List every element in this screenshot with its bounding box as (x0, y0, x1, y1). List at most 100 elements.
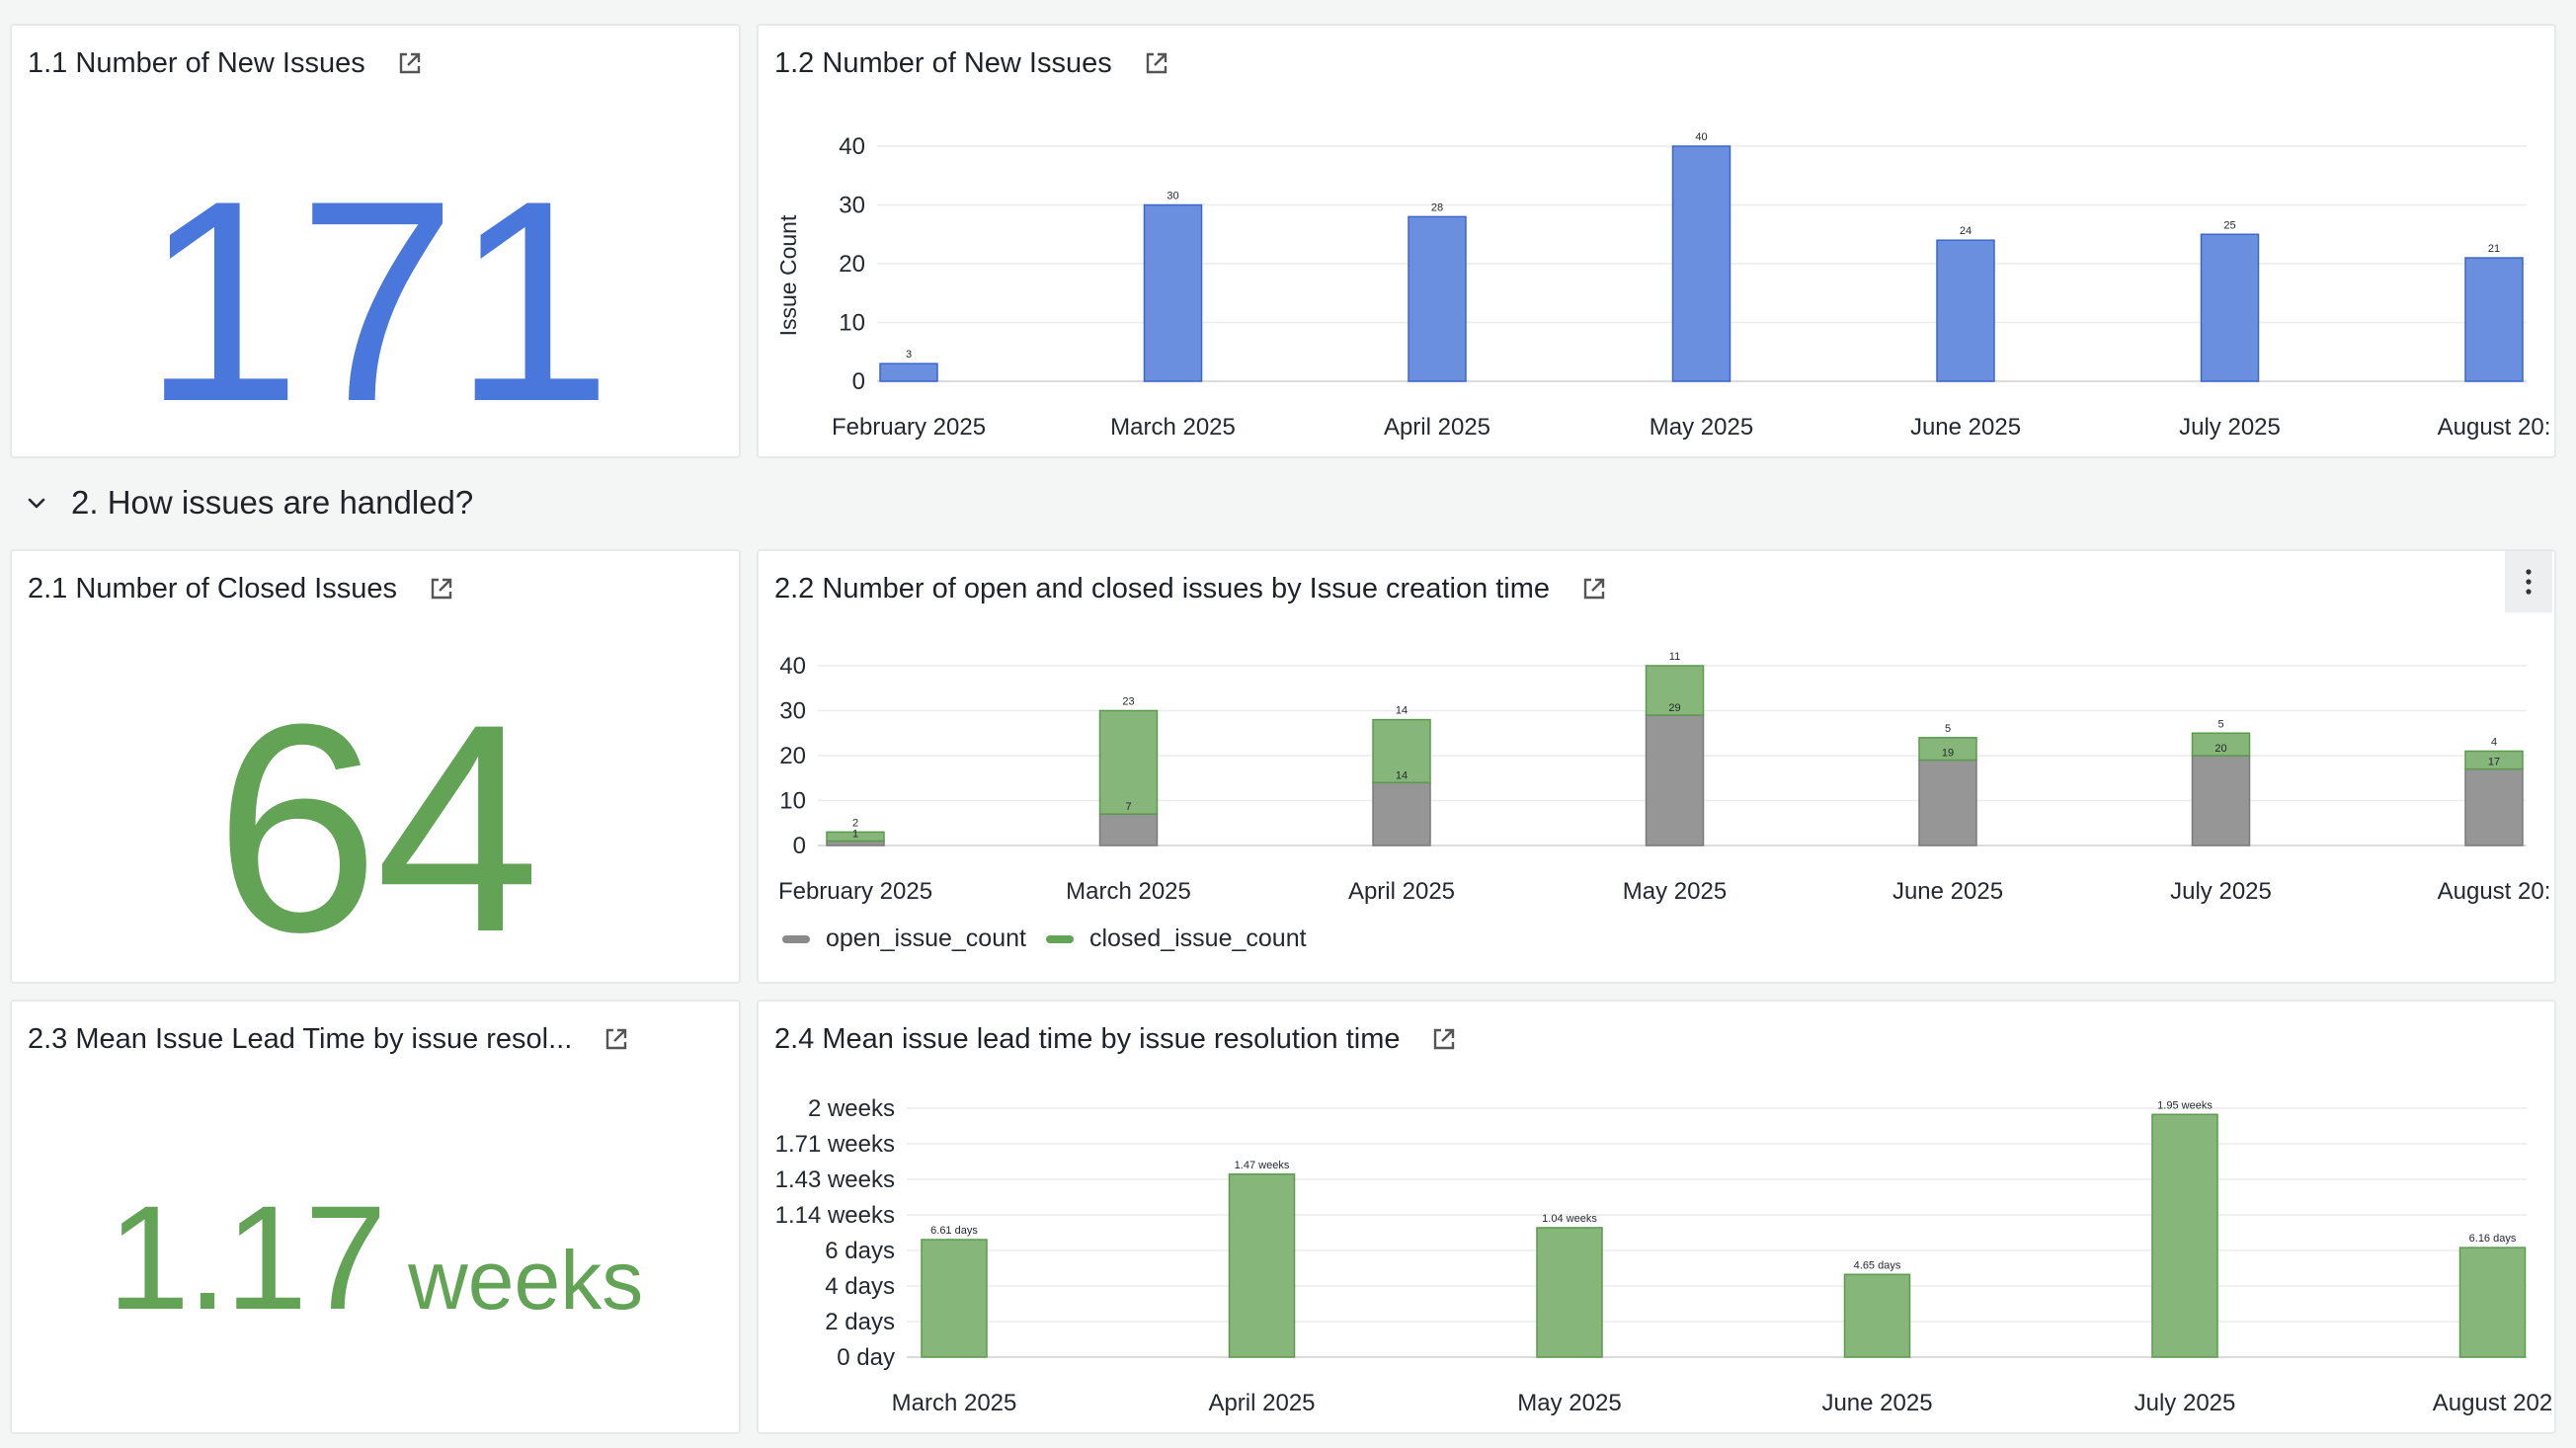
lead-time-bar-chart: 0 day 2 days 4 days 6 days 1.14 weeks 1.43 we… (775, 1095, 2553, 1416)
bar (1536, 1227, 1603, 1358)
data-label-open: 20 (2214, 743, 2226, 755)
external-link-icon[interactable] (427, 574, 456, 603)
y-tick-label: 20 (779, 743, 806, 769)
stat-value: 171 (142, 141, 612, 458)
bar-closed (1372, 718, 1431, 784)
x-tick-label: February 2025 (832, 414, 986, 441)
data-label: 4.65 days (1854, 1259, 1901, 1271)
bar (2464, 257, 2524, 382)
new-issues-bar-chart: 0 10 20 30 40 February 2025 March 2025 April 20… (775, 131, 2550, 441)
bar-closed (2464, 750, 2524, 770)
y-tick-label: 40 (779, 653, 806, 680)
y-tick-label: 1.14 weeks (775, 1202, 895, 1229)
bar-open (1098, 813, 1159, 846)
x-tick-label: March 2025 (1066, 878, 1191, 905)
panel-open-closed-chart: 2.2 Number of open and closed issues by … (757, 549, 2556, 984)
legend-item-closed[interactable]: closed_issue_count (1045, 925, 1307, 953)
panel-title: 1.2 Number of New Issues (774, 43, 1171, 83)
bar-open (1372, 781, 1431, 846)
data-label: 30 (1167, 191, 1178, 202)
x-tick-label: May 2025 (1623, 878, 1727, 905)
data-label: 1.04 weeks (1542, 1213, 1597, 1225)
y-tick-label: 10 (839, 310, 865, 337)
panel-title-text: 2.2 Number of open and closed issues by … (774, 572, 1551, 604)
panel-new-issues-chart: 1.2 Number of New Issues 0 10 20 30 40 Februa… (757, 24, 2556, 458)
y-tick-label: 0 (852, 368, 865, 395)
y-tick-label: 20 (839, 251, 865, 278)
x-tick-label: July 2025 (2179, 414, 2281, 441)
bar (2458, 1247, 2527, 1358)
x-tick-label: May 2025 (1517, 1390, 1621, 1416)
y-tick-label: 0 (793, 833, 806, 859)
bar-open (2464, 767, 2524, 846)
y-tick-label: 0 day (837, 1344, 895, 1371)
y-tick-label: 1.43 weeks (775, 1166, 895, 1193)
chevron-down-icon[interactable] (24, 490, 49, 516)
stat-value: 64 (214, 662, 540, 984)
external-link-icon[interactable] (395, 48, 425, 78)
panel-title-text: 1.1 Number of New Issues (28, 46, 365, 79)
data-label: 6.16 days (2469, 1233, 2517, 1245)
bar-closed (1098, 709, 1159, 815)
legend-label-open: open_issue_count (826, 925, 1026, 952)
data-label-closed: 4 (2491, 736, 2497, 748)
panel-new-issues-stat: 1.1 Number of New Issues 171 (10, 24, 741, 458)
x-tick-label: April 2025 (1384, 414, 1490, 441)
bar (2151, 1113, 2218, 1358)
x-tick-label: April 2025 (1208, 1390, 1315, 1416)
bar-closed (1918, 737, 1977, 762)
bar (1936, 239, 1995, 382)
panel-title: 2.1 Number of Closed Issues (28, 569, 456, 608)
data-label-open: 19 (1942, 748, 1954, 760)
x-tick-label: July 2025 (2170, 878, 2272, 905)
bar-open (1918, 759, 1977, 846)
stat-unit: weeks (408, 1234, 644, 1327)
x-tick-label: July 2025 (2134, 1390, 2236, 1416)
x-tick-label: March 2025 (892, 1390, 1017, 1416)
external-link-icon[interactable] (602, 1024, 631, 1054)
y-tick-label: 2 weeks (808, 1095, 895, 1122)
bar-open (2191, 755, 2251, 846)
data-label: 3 (906, 349, 912, 361)
external-link-icon[interactable] (1429, 1024, 1459, 1054)
data-label-closed: 11 (1669, 651, 1680, 663)
y-tick-label: 6 days (825, 1238, 895, 1264)
section-header-how-issues-handled[interactable]: 2. How issues are handled? (24, 480, 473, 525)
panel-lead-time-chart: 2.4 Mean issue lead time by issue resolu… (757, 1000, 2556, 1434)
bar-closed (1645, 665, 1705, 716)
y-tick-label: 10 (779, 788, 806, 815)
y-tick-label: 2 days (825, 1309, 895, 1335)
panel-title-text: 2.4 Mean issue lead time by issue resolu… (774, 1022, 1401, 1055)
y-tick-label: 30 (779, 698, 806, 725)
panel-title: 1.1 Number of New Issues (28, 43, 425, 83)
x-tick-label: April 2025 (1348, 878, 1455, 905)
panel-menu-button[interactable] (2505, 551, 2552, 612)
x-tick-label: March 2025 (1110, 414, 1236, 441)
data-label-open: 7 (1125, 801, 1131, 813)
bar (1408, 215, 1467, 382)
stat-value: 1.17 (107, 1174, 387, 1340)
x-tick-label: August 20: (2438, 878, 2551, 905)
bar (1228, 1173, 1296, 1358)
x-tick-label: May 2025 (1650, 414, 1753, 441)
data-label-open: 14 (1396, 769, 1408, 781)
panel-title-text: 2.3 Mean Issue Lead Time by issue resol.… (28, 1022, 573, 1055)
data-label: 25 (2223, 219, 2235, 231)
data-label: 21 (2488, 243, 2500, 255)
bar (1143, 203, 1203, 382)
data-label-closed: 14 (1396, 705, 1408, 717)
kebab-menu-icon (2526, 569, 2532, 595)
bar-closed (826, 831, 885, 843)
stat-value-wrapper: 1.17 weeks (12, 1183, 739, 1331)
panel-title: 2.3 Mean Issue Lead Time by issue resol.… (28, 1019, 631, 1059)
legend-swatch-open (782, 934, 810, 943)
x-tick-label: June 2025 (1892, 878, 2003, 905)
x-tick-label: June 2025 (1910, 414, 2021, 441)
data-label-open: 1 (852, 828, 858, 840)
legend-item-open[interactable]: open_issue_count (782, 925, 1026, 953)
panel-title: 2.2 Number of open and closed issues by … (774, 569, 1609, 608)
external-link-icon[interactable] (1142, 48, 1171, 78)
legend-label-closed: closed_issue_count (1088, 925, 1307, 952)
external-link-icon[interactable] (1579, 574, 1609, 603)
data-label-open: 17 (2488, 757, 2500, 768)
